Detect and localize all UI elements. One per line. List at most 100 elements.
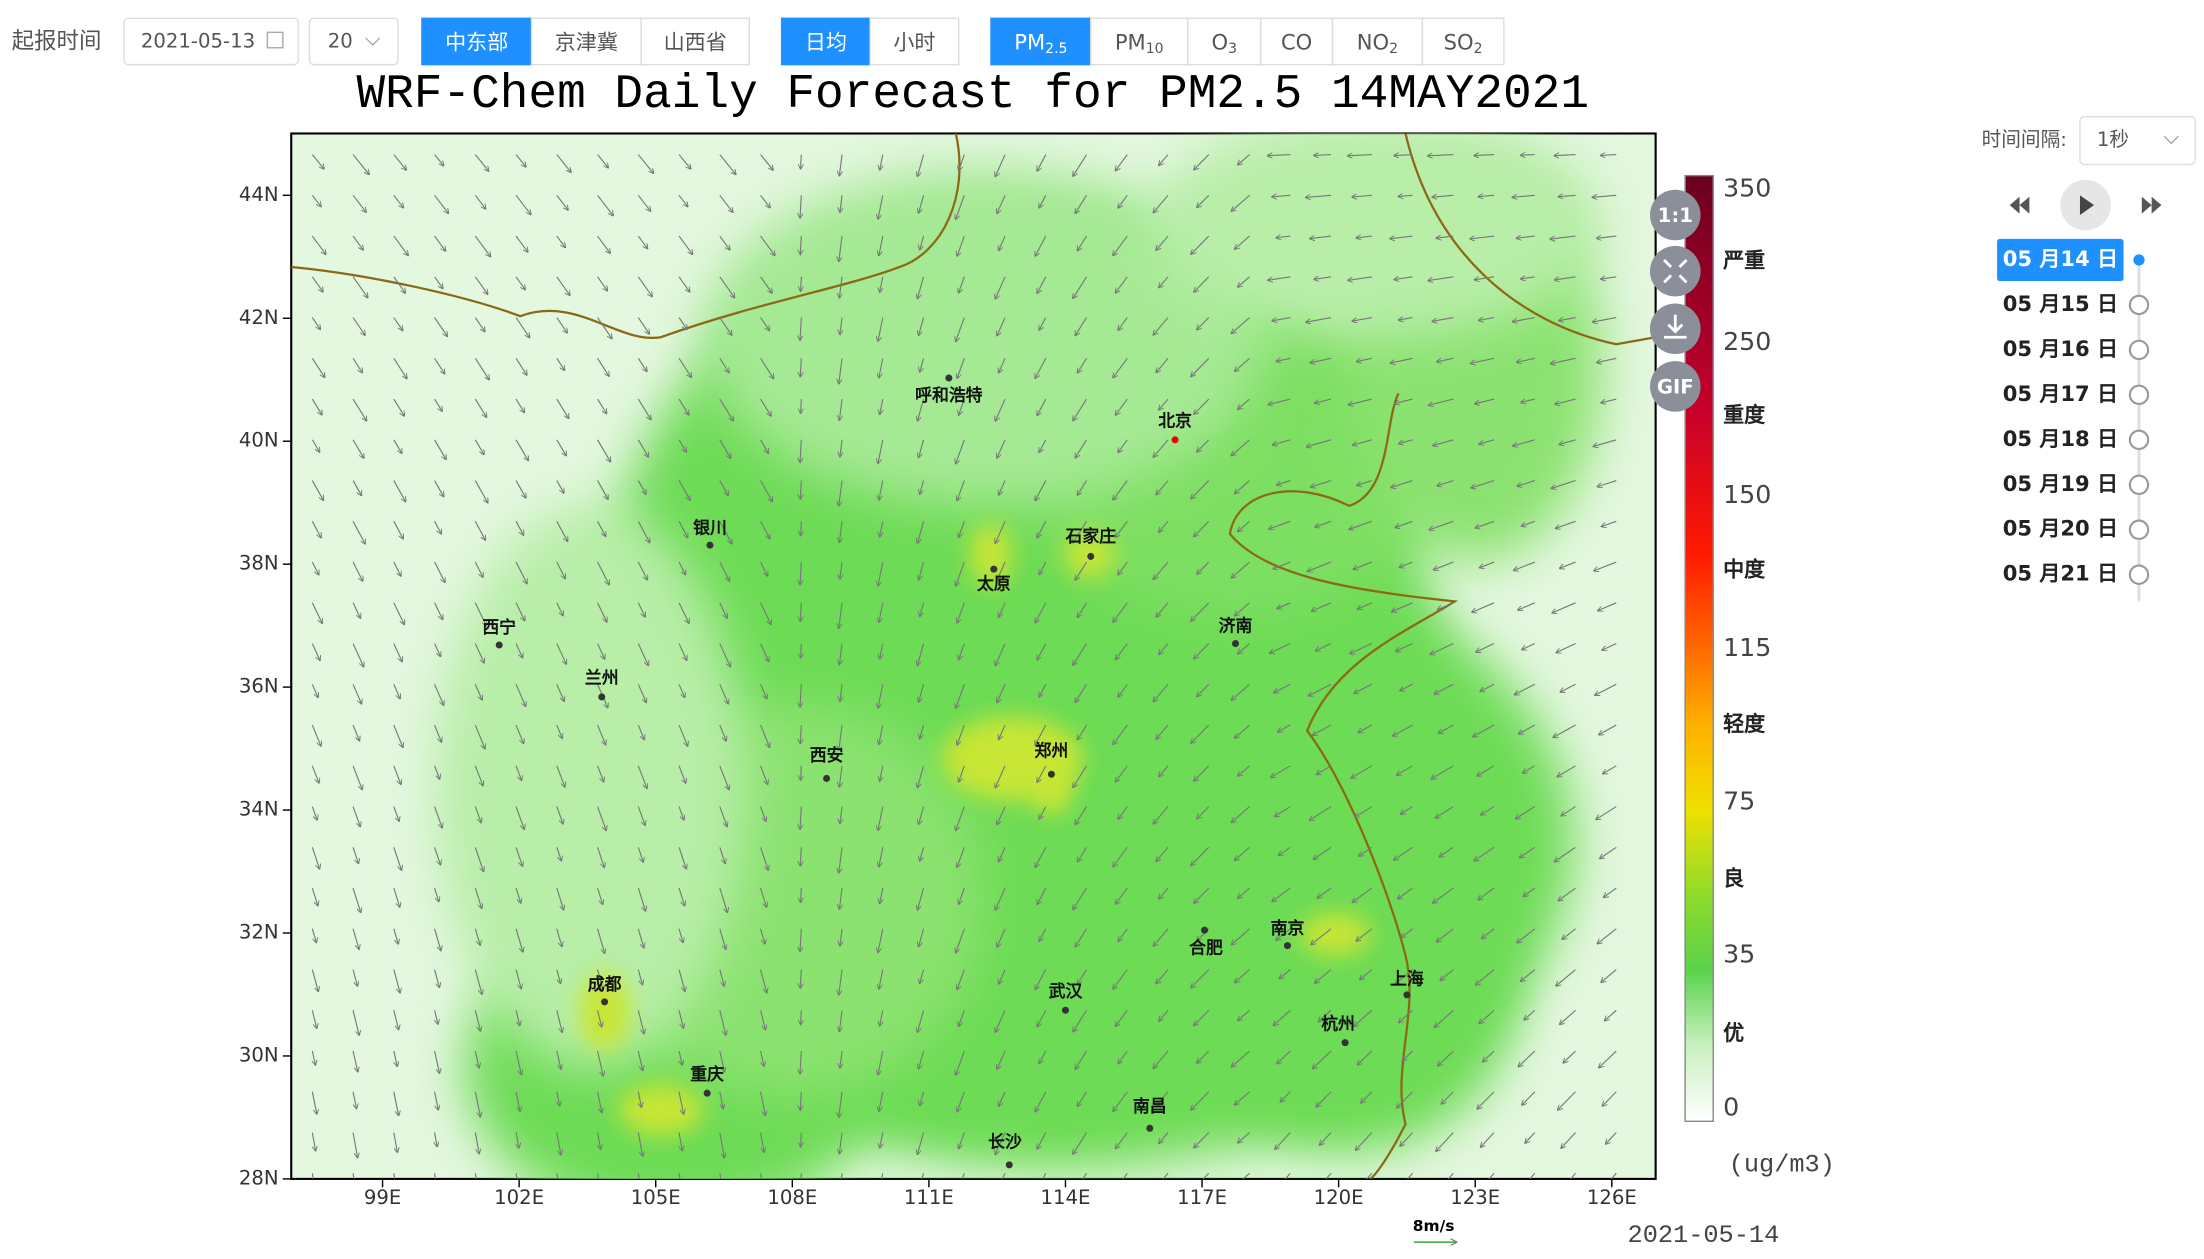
date-item[interactable]: 05 月19 日 xyxy=(2003,471,2150,496)
wind-arrow xyxy=(311,969,318,992)
wind-arrow xyxy=(918,765,925,788)
wind-arrow xyxy=(1606,1132,1617,1144)
region-button[interactable]: 中东部 xyxy=(421,17,533,66)
wind-arrow xyxy=(1479,1009,1495,1023)
wind-arrow xyxy=(1361,1091,1373,1103)
date-item[interactable]: 05 月21 日 xyxy=(2003,561,2150,586)
wind-arrow xyxy=(434,521,442,533)
wind-arrow xyxy=(597,194,613,215)
wind-arrow xyxy=(1039,1050,1047,1063)
wind-arrow xyxy=(920,235,925,249)
wind-arrow xyxy=(637,765,647,788)
wind-arrow xyxy=(1474,846,1495,860)
wind-arrow xyxy=(474,235,490,256)
wind-arrow xyxy=(1563,1050,1576,1063)
wind-arrow xyxy=(760,480,773,502)
wind-arrow xyxy=(1037,1010,1047,1026)
wind-arrow xyxy=(597,561,610,584)
interval-select[interactable]: 1秒 xyxy=(2079,115,2196,166)
wind-arrow xyxy=(1116,398,1128,415)
date-item[interactable]: 05 月16 日 xyxy=(2003,336,2150,361)
wind-arrow xyxy=(1037,276,1047,293)
pollutant-button[interactable]: CO xyxy=(1260,17,1334,66)
prev-button[interactable] xyxy=(2009,196,2030,214)
wind-arrow xyxy=(1310,357,1332,362)
date-label: 05 月21 日 xyxy=(2003,561,2118,586)
date-item[interactable]: 05 月18 日 xyxy=(2003,426,2150,451)
map-tool-button[interactable] xyxy=(1650,245,1701,297)
wind-arrow xyxy=(1317,887,1332,898)
pollutant-button[interactable]: PM2.5 xyxy=(990,17,1092,66)
wind-arrow xyxy=(393,1050,397,1066)
map-tool-button[interactable] xyxy=(1650,303,1701,355)
wind-arrow xyxy=(1238,154,1250,165)
wind-arrow xyxy=(957,969,965,990)
wind-arrow xyxy=(1037,154,1047,171)
city-label: 南京 xyxy=(1271,918,1305,938)
wind-arrow xyxy=(678,561,685,575)
pollutant-button[interactable]: NO2 xyxy=(1331,17,1424,66)
wind-arrow xyxy=(1600,846,1617,858)
wind-arrow xyxy=(434,806,443,828)
date-item[interactable]: 05 月20 日 xyxy=(2003,516,2150,541)
map-tool-button[interactable]: GIF xyxy=(1650,361,1701,412)
date-item[interactable]: 05 月14 日 xyxy=(1997,238,2145,282)
wind-arrow xyxy=(1314,277,1332,280)
city-label: 重庆 xyxy=(690,1064,724,1084)
map-tool-button[interactable]: 1:1 xyxy=(1650,189,1701,241)
wind-arrow xyxy=(1521,398,1535,402)
city-label: 武汉 xyxy=(1049,981,1083,1001)
pollutant-button[interactable]: SO2 xyxy=(1421,17,1505,66)
wind-arrow xyxy=(1521,969,1536,982)
mode-button-bg xyxy=(780,17,871,66)
hour-select[interactable]: 20 xyxy=(308,17,399,66)
wind-arrow xyxy=(311,194,321,206)
wind-arrow xyxy=(1402,1050,1413,1061)
date-item[interactable]: 05 月17 日 xyxy=(2003,381,2150,406)
region-button[interactable]: 京津冀 xyxy=(530,17,642,66)
wind-arrow xyxy=(1191,724,1210,743)
wind-arrow xyxy=(556,194,568,209)
wind-arrow xyxy=(919,806,925,825)
wind-arrow xyxy=(1156,969,1169,984)
wind-arrow xyxy=(474,480,487,503)
wind-arrow xyxy=(1434,1009,1454,1027)
wind-arrow xyxy=(515,276,525,290)
wind-arrow xyxy=(1437,236,1454,238)
wind-arrow xyxy=(1277,1050,1291,1064)
pollutant-button[interactable]: O3 xyxy=(1187,17,1262,66)
wind-arrow xyxy=(556,358,565,370)
play-button[interactable] xyxy=(2060,179,2111,231)
wind-arrow xyxy=(1400,1132,1413,1146)
wind-arrow xyxy=(839,847,843,872)
wind-arrow xyxy=(839,1091,843,1117)
region-button[interactable]: 山西省 xyxy=(640,17,751,66)
wind-arrow xyxy=(921,1173,925,1179)
wind-arrow xyxy=(920,847,925,860)
wind-arrow xyxy=(1159,154,1169,166)
wind-arrow xyxy=(719,684,728,703)
mode-button[interactable]: 小时 xyxy=(869,17,960,66)
wind-arrow xyxy=(311,1173,314,1179)
wind-arrow xyxy=(312,1050,315,1065)
wind-arrow xyxy=(311,276,323,292)
wind-arrow xyxy=(760,398,771,416)
date-picker[interactable]: 2021-05-13 xyxy=(123,17,299,66)
wind-arrow xyxy=(1039,439,1047,452)
wind-arrow xyxy=(474,806,481,823)
wind-arrow xyxy=(1268,155,1291,156)
mode-button[interactable]: 日均 xyxy=(780,17,871,66)
date-item[interactable]: 05 月15 日 xyxy=(2003,291,2150,316)
wind-arrow xyxy=(1390,236,1413,239)
wind-arrow xyxy=(311,806,317,820)
wind-arrow xyxy=(515,398,524,412)
wind-arrow xyxy=(1479,318,1495,321)
wind-arrow xyxy=(474,643,484,663)
pollutant-button[interactable]: PM10 xyxy=(1090,17,1189,66)
next-button[interactable] xyxy=(2141,196,2162,214)
wind-arrow xyxy=(515,969,521,989)
city-dot xyxy=(1061,1006,1069,1014)
wind-arrow xyxy=(1156,235,1169,250)
wind-arrow xyxy=(1315,969,1332,983)
wind-arrow xyxy=(352,684,361,703)
